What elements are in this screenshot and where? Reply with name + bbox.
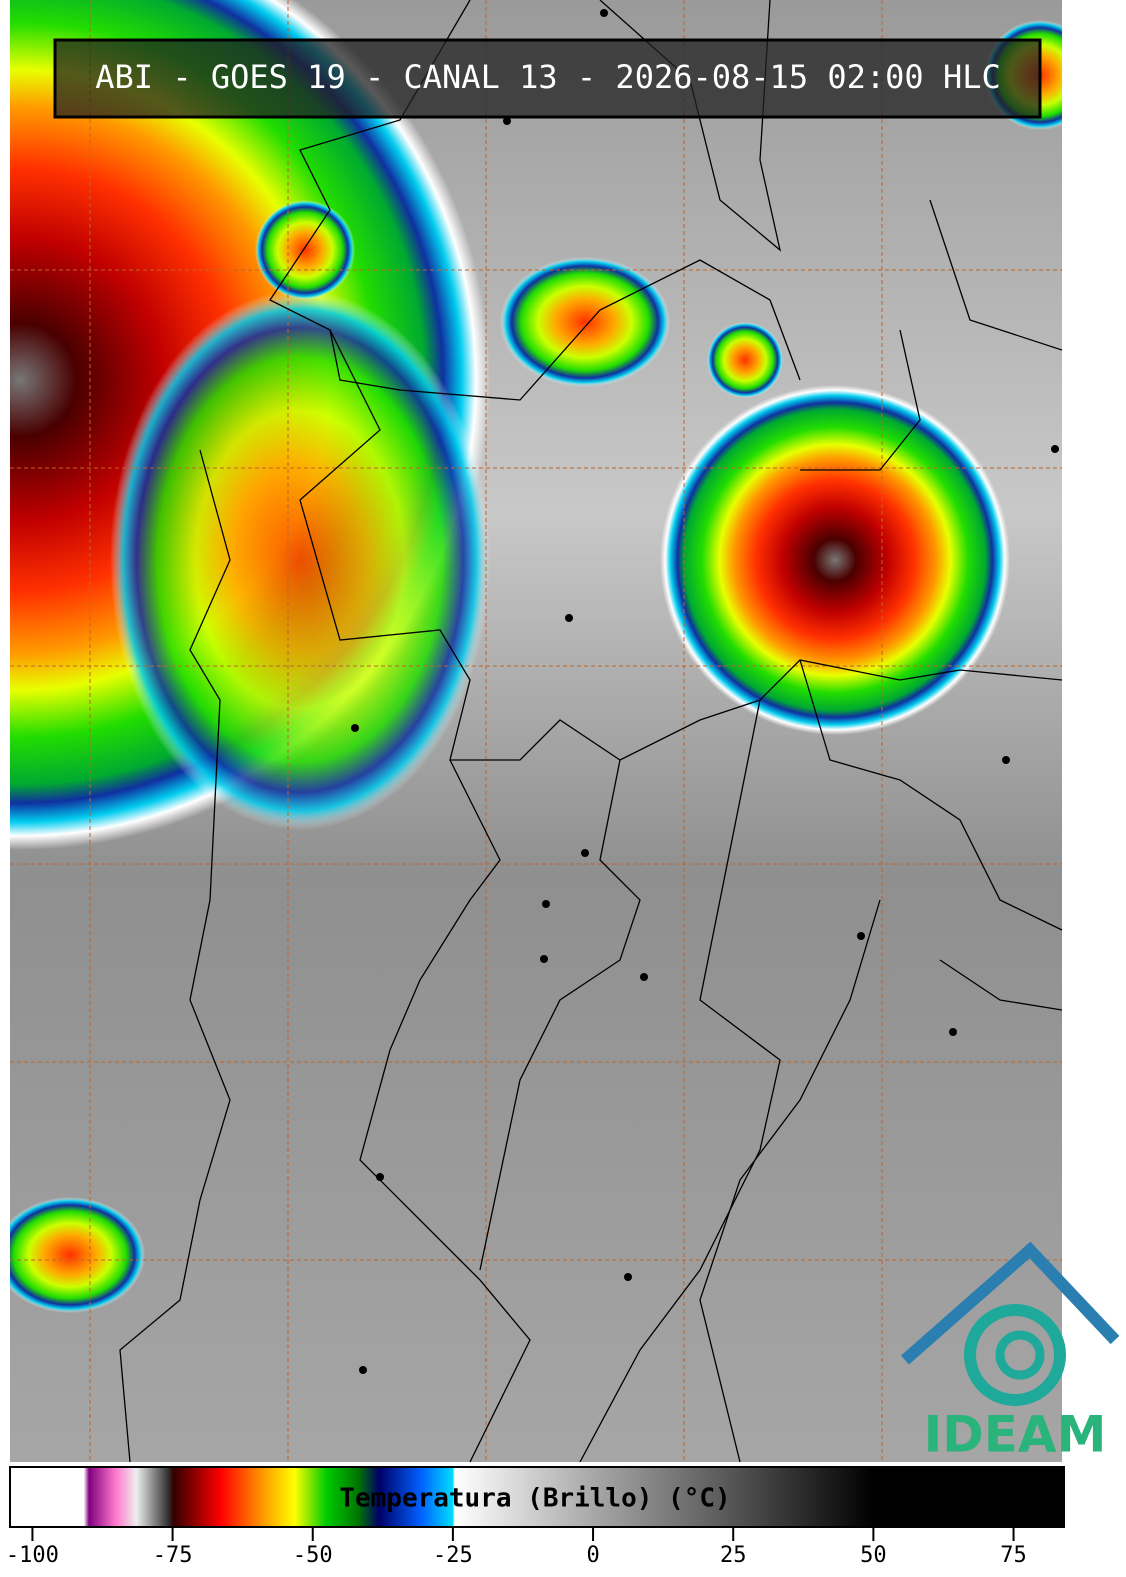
colorbar-tick-label: -50 (293, 1543, 333, 1568)
cloud (10, 1197, 145, 1313)
colorbar (9, 1466, 1065, 1528)
cloud (707, 322, 783, 398)
colorbar-tick-label: 0 (586, 1543, 599, 1568)
logo-roof (901, 1241, 1120, 1365)
logo-spiral (995, 1330, 1045, 1380)
colorbar-tick-label: -25 (433, 1543, 473, 1568)
logo-text: IDEAM (924, 1406, 1107, 1464)
graticule (10, 0, 1062, 1462)
title-box (53, 38, 1042, 119)
cloud (500, 257, 670, 387)
colorbar-tick-label: -75 (153, 1543, 193, 1568)
colorbar-label: Temperatura (Brillo) (°C) (339, 1484, 730, 1514)
map-area (10, 0, 1062, 1462)
colorbar-tick-label: -100 (6, 1543, 59, 1568)
cities (351, 9, 1059, 1374)
borders (119, 0, 1062, 1462)
colorbar-tick-label: 25 (720, 1543, 747, 1568)
colorbar-tick-label: 50 (860, 1543, 887, 1568)
logo-spiral (964, 1304, 1066, 1406)
colorbar-tick-label: 75 (1000, 1543, 1027, 1568)
cloud (110, 290, 490, 830)
cloud (255, 200, 355, 300)
logo: IDEAM (901, 1241, 1120, 1464)
title: ABI - GOES 19 - CANAL 13 - 2026-08-15 02… (95, 58, 1000, 96)
cloud (660, 385, 1010, 735)
